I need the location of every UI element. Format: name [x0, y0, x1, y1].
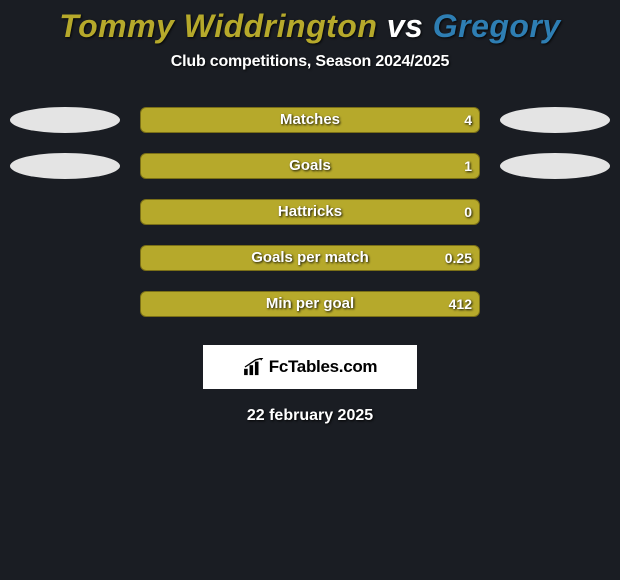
- title-player2: Gregory: [433, 8, 561, 44]
- comparison-infographic: Tommy Widdrington vs Gregory Club compet…: [0, 0, 620, 425]
- stat-value-right: 0: [464, 199, 472, 225]
- stat-value-right: 4: [464, 107, 472, 133]
- stat-row: Goals1: [0, 143, 620, 189]
- stat-row: Matches4: [0, 97, 620, 143]
- stat-rows: Matches4Goals1Hattricks0Goals per match0…: [0, 97, 620, 327]
- stat-row: Hattricks0: [0, 189, 620, 235]
- title-player1: Tommy Widdrington: [59, 8, 377, 44]
- stat-bar: [140, 291, 480, 317]
- subtitle: Club competitions, Season 2024/2025: [0, 53, 620, 71]
- player2-blob: [500, 107, 610, 133]
- stat-value-right: 1: [464, 153, 472, 179]
- player2-blob: [500, 153, 610, 179]
- stat-row: Goals per match0.25: [0, 235, 620, 281]
- stat-row: Min per goal412: [0, 281, 620, 327]
- brand-chart-icon: [243, 358, 265, 376]
- stat-bar: [140, 199, 480, 225]
- player1-blob: [10, 107, 120, 133]
- stat-bar: [140, 153, 480, 179]
- player1-blob: [10, 153, 120, 179]
- stat-value-right: 412: [449, 291, 472, 317]
- brand-text: FcTables.com: [269, 357, 378, 377]
- title-vs: vs: [387, 8, 424, 44]
- stat-value-right: 0.25: [445, 245, 472, 271]
- title: Tommy Widdrington vs Gregory: [0, 8, 620, 45]
- stat-bar: [140, 245, 480, 271]
- date-line: 22 february 2025: [0, 407, 620, 425]
- stat-bar: [140, 107, 480, 133]
- brand-box: FcTables.com: [203, 345, 417, 389]
